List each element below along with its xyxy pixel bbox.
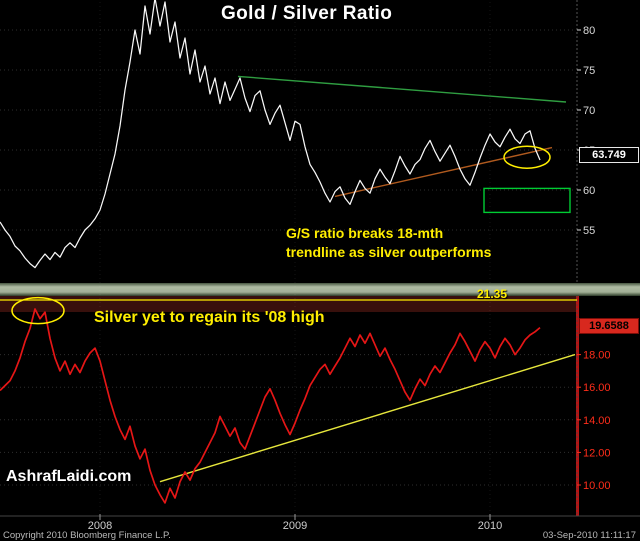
panel-series-group <box>0 0 571 269</box>
chart-title: Gold / Silver Ratio <box>221 3 393 24</box>
y-axis-label: 12.00 <box>583 447 611 459</box>
y-axis-label: 18.00 <box>583 350 611 362</box>
ratio-break-annotation: G/S ratio breaks 18-mth trendline as sil… <box>286 224 491 262</box>
panel-separator-band <box>0 283 640 296</box>
y-axis-label: 70 <box>583 105 595 117</box>
y-axis-label: 10.00 <box>583 480 611 492</box>
descending-resistance-line <box>237 75 567 103</box>
copyright-text: Copyright 2010 Bloomberg Finance L.P. <box>3 530 171 541</box>
target-zone-box <box>483 187 571 214</box>
ratio-last-price-badge: 63.749 <box>579 147 639 163</box>
08-high-circle <box>11 296 65 325</box>
y-axis-label: 75 <box>583 65 595 77</box>
panel-series-group <box>0 296 577 504</box>
silver-high-annotation: Silver yet to regain its '08 high <box>94 309 325 326</box>
timestamp-text: 03-Sep-2010 11:11:17 <box>542 530 636 541</box>
rising-support-line <box>159 353 576 483</box>
gold-silver-ratio-line <box>0 0 541 269</box>
breakdown-circle <box>503 145 551 169</box>
silver-price-line <box>0 308 541 504</box>
silver-last-price-badge: 19.6588 <box>579 318 639 334</box>
y-axis-label: 55 <box>583 225 595 237</box>
y-axis-label: 14.00 <box>583 415 611 427</box>
x-axis-year-label: 2010 <box>478 520 502 532</box>
y-axis-label: 80 <box>583 25 595 37</box>
ashraflaidi-watermark: AshrafLaidi.com <box>6 468 132 485</box>
level-21-35-label: 21.35 <box>477 287 508 301</box>
ratio-break-annotation-line1: G/S ratio breaks 18-mth <box>286 225 444 241</box>
ratio-break-annotation-line2: trendline as silver outperforms <box>286 244 492 260</box>
y-axis-label: 60 <box>583 185 595 197</box>
y-axis-label: 16.00 <box>583 382 611 394</box>
x-axis-year-label: 2009 <box>283 520 307 532</box>
x-axis-year-label: 2008 <box>88 520 112 532</box>
